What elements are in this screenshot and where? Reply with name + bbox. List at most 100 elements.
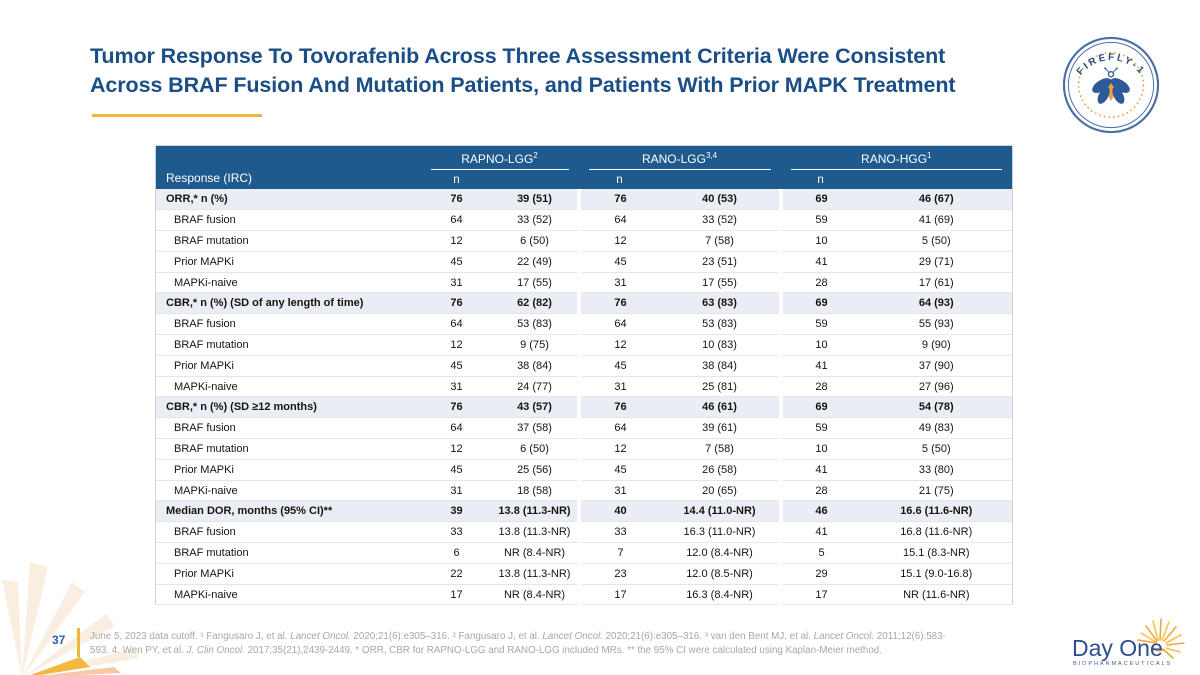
data-cell: 17 (55) bbox=[492, 272, 579, 294]
data-cell: 31 bbox=[420, 272, 493, 294]
row-label-cell: Prior MAPKi bbox=[155, 459, 421, 481]
row-label-cell: MAPKi-naive bbox=[155, 480, 421, 502]
data-cell: 17 (61) bbox=[860, 272, 1013, 294]
row-label-cell: Prior MAPKi bbox=[155, 251, 421, 273]
footnote-segment: 2011;12(6):583-593. 4. Wen PY, et al. bbox=[90, 631, 946, 656]
data-cell: 76 bbox=[576, 292, 661, 315]
data-cell: 39 bbox=[420, 500, 493, 523]
column-group-rapno-lgg: RAPNO-LGG2 bbox=[420, 145, 579, 170]
data-cell: 12 bbox=[420, 334, 493, 356]
data-cell: 31 bbox=[576, 376, 661, 398]
row-label-cell: CBR,* n (%) (SD ≥12 months) bbox=[155, 396, 421, 419]
row-label-cell: BRAF fusion bbox=[155, 521, 421, 544]
data-cell: 10 (83) bbox=[660, 334, 781, 356]
n-column-header: n bbox=[578, 170, 661, 189]
data-cell: 31 bbox=[576, 480, 661, 502]
data-cell: 27 (96) bbox=[860, 376, 1013, 398]
data-cell: 5 (50) bbox=[860, 230, 1013, 252]
row-label-cell: BRAF mutation bbox=[155, 542, 421, 564]
row-label-cell: ORR,* n (%) bbox=[155, 189, 421, 211]
data-cell: 69 bbox=[778, 396, 861, 419]
data-cell: 20 (65) bbox=[660, 480, 781, 502]
table-row: MAPKi-naive 31 17 (55) 31 17 (55) 28 17 (61) bbox=[155, 272, 1013, 294]
data-cell: 33 (80) bbox=[860, 459, 1013, 481]
table-row: BRAF fusion 64 37 (58) 64 39 (61) 59 49 (83) bbox=[155, 417, 1013, 440]
data-cell: 6 bbox=[420, 542, 493, 564]
data-cell: 29 bbox=[778, 563, 861, 585]
data-cell: 41 bbox=[778, 459, 861, 481]
response-table: Response (IRC) RAPNO-LGG2 RANO-LGG3,4 RA… bbox=[155, 145, 1014, 606]
data-cell: 45 bbox=[420, 251, 493, 273]
data-cell: 31 bbox=[576, 272, 661, 294]
data-cell: NR (8.4-NR) bbox=[492, 584, 579, 606]
footnote-segment: 2017;35(21),2439-2449. * ORR, CBR for RA… bbox=[244, 644, 882, 656]
data-cell: 24 (77) bbox=[492, 376, 579, 398]
data-cell: 64 bbox=[420, 417, 493, 440]
data-cell: 55 (93) bbox=[860, 313, 1013, 336]
table-row: CBR,* n (%) (SD of any length of time) 76… bbox=[155, 292, 1013, 315]
row-label-cell: Prior MAPKi bbox=[155, 355, 421, 377]
data-cell: 17 bbox=[420, 584, 493, 606]
data-cell: 23 (51) bbox=[660, 251, 781, 273]
data-cell: 23 bbox=[576, 563, 661, 585]
table-row: ORR,* n (%) 76 39 (51) 76 40 (53) 69 46 (67) bbox=[155, 189, 1013, 211]
footnote-segment: 2020;21(6):e305–316. ³ van den Bent MJ, … bbox=[602, 631, 814, 642]
slide-title: Tumor Response To Tovorafenib Across Thr… bbox=[90, 42, 1080, 100]
data-cell: 33 (52) bbox=[660, 209, 781, 232]
data-cell: 12 bbox=[576, 438, 661, 460]
data-cell: 38 (84) bbox=[492, 355, 579, 377]
table-row: CBR,* n (%) (SD ≥12 months) 76 43 (57) 76 46… bbox=[155, 396, 1013, 419]
row-label-cell: BRAF fusion bbox=[155, 209, 421, 232]
data-cell: 59 bbox=[778, 313, 861, 336]
data-cell: 12.0 (8.4-NR) bbox=[660, 542, 781, 564]
table-row: BRAF mutation 12 6 (50) 12 7 (58) 10 5 (50) bbox=[155, 438, 1013, 460]
data-cell: 45 bbox=[576, 355, 661, 377]
logo-wordmark: Day One bbox=[1072, 635, 1163, 661]
data-cell: 9 (90) bbox=[860, 334, 1013, 356]
row-label-cell: BRAF fusion bbox=[155, 417, 421, 440]
data-cell: 39 (51) bbox=[492, 189, 579, 211]
data-cell: 10 bbox=[778, 438, 861, 460]
row-label-cell: CBR,* n (%) (SD of any length of time) bbox=[155, 292, 421, 315]
data-cell: 33 bbox=[420, 521, 493, 544]
data-cell: 31 bbox=[420, 376, 493, 398]
data-cell: 28 bbox=[778, 480, 861, 502]
data-cell: 15.1 (8.3-NR) bbox=[860, 542, 1013, 564]
data-cell: 41 bbox=[778, 355, 861, 377]
data-cell: 45 bbox=[576, 459, 661, 481]
data-cell: 64 bbox=[420, 313, 493, 336]
data-cell: 15.1 (9.0-16.8) bbox=[860, 563, 1013, 585]
table-row: BRAF mutation 12 9 (75) 12 10 (83) 10 9 (90) bbox=[155, 334, 1013, 356]
data-cell: 14.4 (11.0-NR) bbox=[660, 500, 781, 523]
data-cell: 69 bbox=[778, 292, 861, 315]
table-row: Prior MAPKi 45 22 (49) 45 23 (51) 41 29 (71) bbox=[155, 251, 1013, 273]
data-cell: 64 bbox=[576, 209, 661, 232]
data-cell: 7 bbox=[576, 542, 661, 564]
footnote-text: June 5, 2023 data cutoff. ¹ Fangusaro J,… bbox=[90, 630, 958, 657]
data-cell: 64 bbox=[576, 313, 661, 336]
data-cell: 13.8 (11.3-NR) bbox=[492, 500, 579, 523]
data-cell: 22 (49) bbox=[492, 251, 579, 273]
data-cell: NR (11.6-NR) bbox=[860, 584, 1013, 606]
data-cell: 22 bbox=[420, 563, 493, 585]
data-cell: 7 (58) bbox=[660, 438, 781, 460]
data-cell: 59 bbox=[778, 417, 861, 440]
data-cell: 16.3 (8.4-NR) bbox=[660, 584, 781, 606]
data-cell: 41 bbox=[778, 251, 861, 273]
data-cell: 64 bbox=[576, 417, 661, 440]
data-cell: 40 bbox=[576, 500, 661, 523]
data-cell: 41 (69) bbox=[860, 209, 1013, 232]
n-column-header: n bbox=[780, 170, 861, 189]
data-cell: 63 (83) bbox=[660, 292, 781, 315]
page-number: 37 bbox=[52, 633, 66, 647]
table-row: BRAF mutation 6 NR (8.4-NR) 7 12.0 (8.4-NR) 5… bbox=[155, 542, 1013, 564]
row-label-cell: BRAF fusion bbox=[155, 313, 421, 336]
data-cell: 64 bbox=[420, 209, 493, 232]
n-column-header: n bbox=[420, 170, 493, 189]
data-cell: 17 bbox=[778, 584, 861, 606]
data-cell: 26 (58) bbox=[660, 459, 781, 481]
sunburst-icon: Day One BIOPHARMACEUTICALS bbox=[1072, 618, 1185, 667]
footer-divider-bar bbox=[77, 628, 80, 657]
slide-title-line1: Tumor Response To Tovorafenib Across Thr… bbox=[90, 44, 946, 68]
data-cell: 33 bbox=[576, 521, 661, 544]
